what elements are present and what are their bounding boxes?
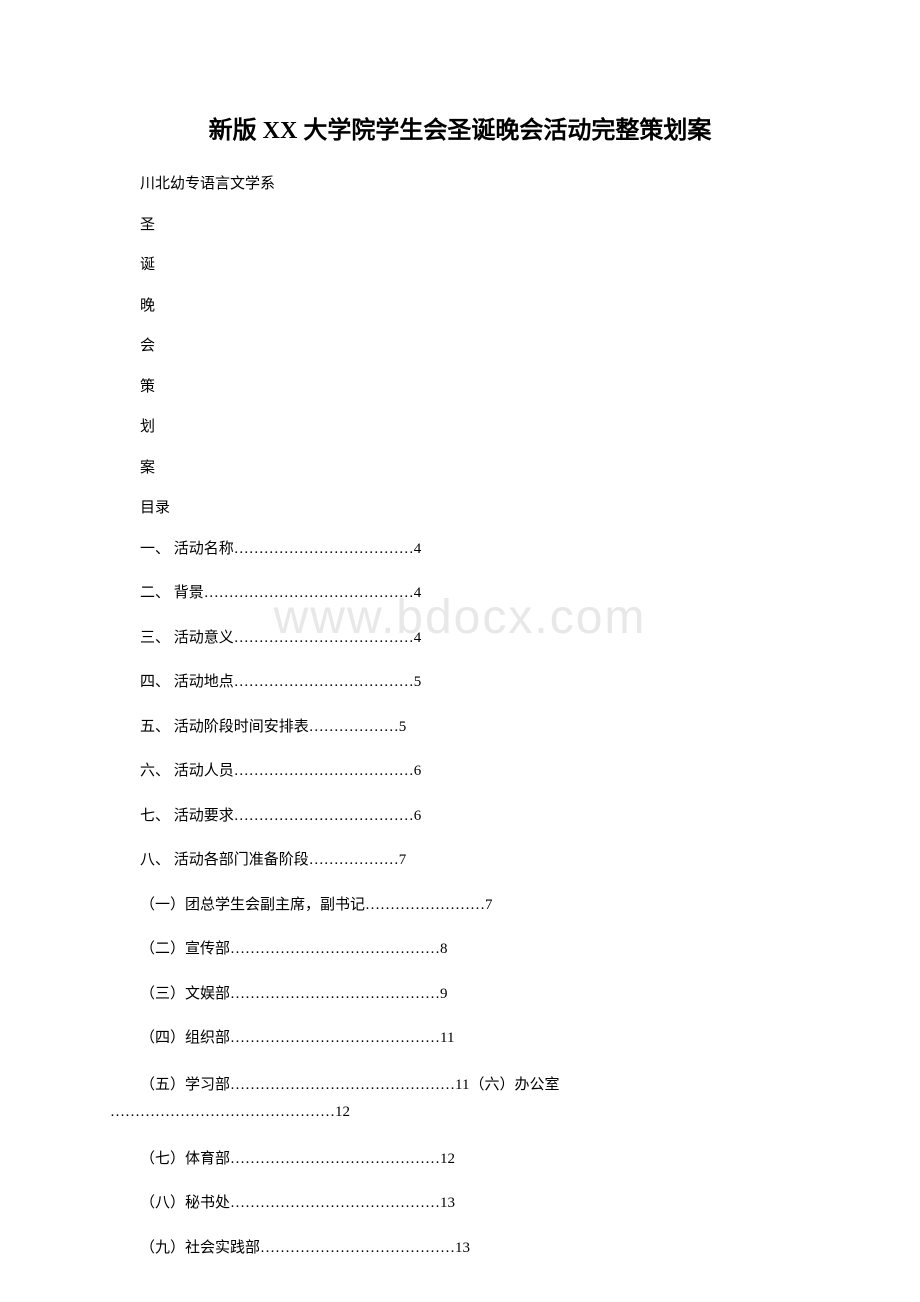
toc-combined-item: （五）学习部………………………………………11（六）办公室 ……………………………	[110, 1072, 810, 1126]
toc-item: 一、 活动名称………………………………4	[110, 538, 810, 561]
toc-item: 七、 活动要求………………………………6	[110, 805, 810, 828]
subtitle: 川北幼专语言文学系	[110, 173, 810, 196]
toc-main-items: 一、 活动名称………………………………4 二、 背景……………………………………4…	[110, 538, 810, 872]
toc-sub-items: （一）团总学生会副主席，副书记……………………7 （二）宣传部……………………………	[110, 894, 810, 1050]
vertical-char: 策	[110, 376, 810, 399]
toc-subitem: （四）组织部……………………………………11	[110, 1027, 810, 1050]
vertical-char: 圣	[110, 214, 810, 237]
toc-item: 六、 活动人员………………………………6	[110, 760, 810, 783]
toc-heading: 目录	[110, 497, 810, 520]
toc-combined-line1: （五）学习部………………………………………11（六）办公室	[110, 1072, 810, 1099]
document-title: 新版 XX 大学院学生会圣诞晚会活动完整策划案	[110, 110, 810, 145]
toc-sub-items-2: （七）体育部……………………………………12 （八）秘书处…………………………………	[110, 1148, 810, 1260]
vertical-char: 划	[110, 416, 810, 439]
toc-subitem: （八）秘书处……………………………………13	[110, 1192, 810, 1215]
toc-subitem: （一）团总学生会副主席，副书记……………………7	[110, 894, 810, 917]
document-content: 新版 XX 大学院学生会圣诞晚会活动完整策划案 川北幼专语言文学系 圣诞晚会策划…	[110, 110, 810, 1259]
toc-subitem: （七）体育部……………………………………12	[110, 1148, 810, 1171]
toc-item: 四、 活动地点………………………………5	[110, 671, 810, 694]
toc-subitem: （九）社会实践部…………………………………13	[110, 1237, 810, 1260]
toc-combined-line2: ………………………………………12	[110, 1099, 810, 1126]
vertical-title: 圣诞晚会策划案	[110, 214, 810, 480]
vertical-char: 会	[110, 335, 810, 358]
vertical-char: 诞	[110, 254, 810, 277]
toc-subitem: （二）宣传部……………………………………8	[110, 938, 810, 961]
toc-item: 八、 活动各部门准备阶段………………7	[110, 849, 810, 872]
toc-item: 二、 背景……………………………………4	[110, 582, 810, 605]
toc-item: 五、 活动阶段时间安排表………………5	[110, 716, 810, 739]
vertical-char: 晚	[110, 295, 810, 318]
vertical-char: 案	[110, 457, 810, 480]
toc-subitem: （三）文娱部……………………………………9	[110, 983, 810, 1006]
toc-item: 三、 活动意义………………………………4	[110, 627, 810, 650]
